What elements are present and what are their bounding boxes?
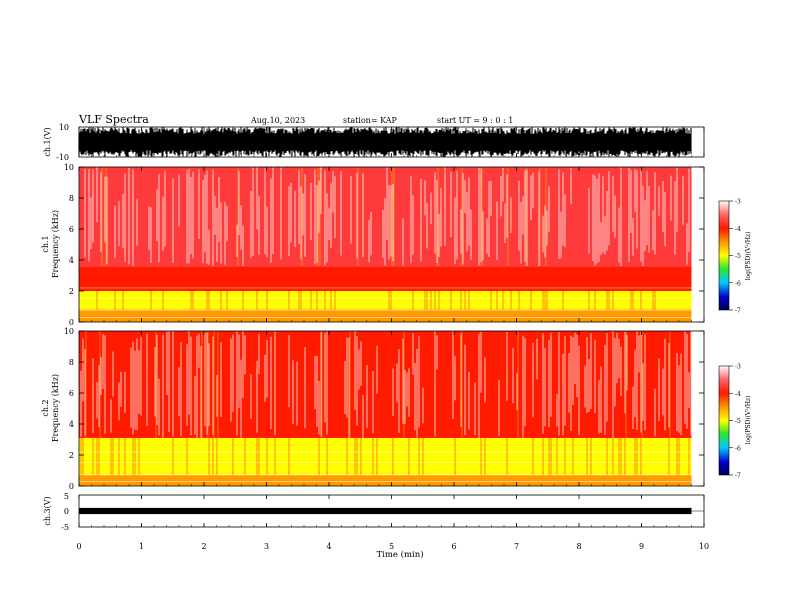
station-label: station= KAP (343, 116, 398, 125)
ch2-spectrogram-ytick-label: 8 (69, 358, 74, 367)
colorbar-tick-label: -4 (735, 226, 741, 233)
colorbar-tick-label: -5 (735, 253, 741, 260)
colorbar-tick-label: -6 (735, 280, 741, 287)
colorbar-tick-label: -6 (735, 445, 741, 452)
colorbar-tick-label: -4 (735, 391, 741, 398)
ch2-spectrogram-band-0 (79, 475, 692, 486)
ch1-spectrogram-ytick-label: 0 (69, 318, 74, 327)
x-tick-label: 8 (576, 542, 581, 551)
figure-title: VLF Spectra (78, 113, 149, 126)
x-tick-label: 2 (201, 542, 206, 551)
ch3-waveform-ylabel: ch.3(V) (43, 496, 52, 525)
ch1-waveform-tick-bottom: -10 (56, 153, 69, 162)
colorbar-tick-label: -7 (735, 473, 741, 480)
ch2-spectrogram-ytick-label: 0 (69, 482, 74, 491)
ch1-spectrogram-lowband-texture (96, 291, 656, 310)
ch1-spectrogram-ytick-label: 2 (69, 287, 74, 296)
colorbar-tick-label: -7 (735, 308, 741, 315)
ch2-spectrogram-ytick-label: 10 (64, 327, 74, 336)
colorbar-1: -3 -4 -5 -6 -7 log(PSD)(V²/Hz) (718, 199, 752, 315)
ch2-spectrogram-lowband-texture (80, 437, 690, 476)
ch1-waveform-ylabel: ch.1(V) (43, 127, 52, 156)
x-tick-label: 1 (139, 542, 144, 551)
ch2-spectrogram-band-1 (79, 437, 692, 476)
colorbar-2: -3 -4 -5 -6 -7 log(PSD)(V²/Hz) (718, 364, 752, 480)
colorbar-1-gradient (718, 200, 730, 311)
x-tick-label: 7 (514, 542, 519, 551)
ch1-spectrogram-ylabel: Frequency (kHz) (51, 210, 60, 278)
ch1-spectrogram-ytick-label: 10 (64, 163, 74, 172)
x-tick-label: 3 (264, 542, 269, 551)
ch3-waveform-panel: 5 0 -5 ch.3(V) 0 1 2 3 4 5 6 7 8 9 10 Time (min) (43, 127, 709, 560)
x-tick-label: 5 (389, 542, 394, 551)
ch3-waveform-tick-bottom: -5 (61, 523, 69, 532)
ch1-waveform-panel: 10 -10 ch.1(V) (43, 123, 705, 162)
ch2-spectrogram-ytick-label: 6 (69, 389, 74, 398)
ch1-spectrogram-ytick-label: 8 (69, 194, 74, 203)
colorbar-2-gradient (718, 365, 730, 476)
ch2-spectrogram-ylabel: Frequency (kHz) (51, 374, 60, 442)
x-axis-label: Time (min) (376, 549, 423, 560)
ch1-spectrogram-ylabel-channel: ch.1 (41, 235, 50, 252)
ch1-spectrogram-band-0 (79, 309, 692, 322)
ch1-waveform-trace (78, 127, 692, 157)
x-tick-label: 4 (326, 542, 331, 551)
ch1-spectrogram-bursts (101, 167, 547, 267)
start-time-label: start UT = 9 : 0 : 1 (437, 116, 513, 125)
x-tick-label: 6 (451, 542, 456, 551)
colorbar-tick-label: -5 (735, 418, 741, 425)
ch2-spectrogram-panel: 0 2 4 6 8 10 ch.2 Frequency (kHz) (41, 327, 705, 491)
ch2-spectrogram-ylabel-channel: ch.2 (41, 399, 50, 416)
x-tick-label: 0 (76, 542, 81, 551)
ch3-waveform-tick-mid: 0 (64, 507, 69, 516)
ch2-spectrogram-bursts (85, 331, 671, 438)
ch1-spectrogram-ytick-label: 6 (69, 225, 74, 234)
colorbar-tick-label: -3 (735, 199, 741, 206)
date-label: Aug.10, 2023 (250, 116, 305, 125)
x-tick-label: 10 (699, 542, 709, 551)
ch3-waveform-tick-top: 5 (64, 492, 69, 501)
colorbar-2-label: log(PSD)(V²/Hz) (745, 396, 752, 445)
ch1-spectrogram-ytick-label: 4 (69, 256, 74, 265)
ch2-spectrogram-band-2 (79, 331, 692, 438)
ch1-spectrogram-band-2 (79, 266, 692, 291)
ch2-spectrogram-ytick-label: 4 (69, 420, 74, 429)
ch2-spectrogram-ytick-label: 2 (69, 451, 74, 460)
colorbar-tick-label: -3 (735, 364, 741, 371)
colorbar-1-label: log(PSD)(V²/Hz) (745, 232, 752, 281)
x-tick-label: 9 (639, 542, 644, 551)
ch1-spectrogram-band-1 (79, 291, 692, 310)
ch1-waveform-tick-top: 10 (59, 123, 69, 132)
ch1-spectrogram-panel: 0 2 4 6 8 10 ch.1 Frequency (kHz) (41, 163, 705, 327)
